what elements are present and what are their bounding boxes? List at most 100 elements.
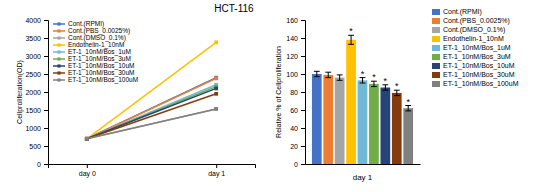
legend: Cont.(RPMI)Cont.(PBS_0.0025%)Cont.(DMSO_…	[53, 20, 138, 84]
y-tick-mark	[44, 38, 48, 39]
y-tick: 0	[294, 161, 305, 168]
legend-label: Cont.(DMSO_0.1%)	[443, 26, 505, 34]
line-marker	[85, 137, 89, 141]
legend-label: ET-1_10nM/Bos_10uM	[443, 62, 515, 70]
line-marker	[214, 40, 218, 44]
legend-marker	[57, 71, 60, 74]
bar	[335, 78, 345, 164]
line-marker	[214, 92, 218, 96]
y-tick: 4000	[25, 17, 48, 24]
y-tick: 0	[37, 161, 48, 168]
y-axis-line	[301, 21, 306, 165]
legend-line	[53, 79, 65, 81]
x-tick-label: day 0	[79, 170, 96, 178]
y-axis: 05001000150020002500300035004000	[25, 17, 48, 168]
bar	[323, 75, 333, 164]
y-tick: 120	[286, 53, 305, 60]
legend-line	[53, 58, 65, 60]
y-tick-label: 0	[37, 161, 41, 168]
y-tick: 2500	[25, 71, 48, 78]
legend-item: ET-1_10nM/Bos_1uM	[432, 44, 511, 52]
y-tick-mark	[301, 20, 305, 21]
legend-marker	[57, 78, 60, 81]
line	[87, 78, 216, 139]
y-axis-line	[44, 21, 49, 165]
line-series	[85, 107, 218, 141]
line-series	[85, 92, 218, 141]
bar	[380, 88, 390, 165]
y-tick: 60	[290, 107, 305, 114]
y-tick-mark	[44, 20, 48, 21]
y-tick-label: 60	[290, 107, 298, 114]
y-tick-label: 1500	[25, 107, 41, 114]
line-series	[85, 76, 218, 141]
legend-item: Cont.(RPMI)	[432, 8, 482, 16]
line-marker	[214, 107, 218, 111]
legend-line	[53, 51, 65, 53]
line-marker	[214, 76, 218, 80]
y-tick-mark	[44, 146, 48, 147]
y-tick: 500	[29, 143, 48, 150]
line	[87, 109, 216, 139]
y-tick-label: 40	[290, 125, 298, 132]
error-bar	[314, 71, 320, 76]
y-tick-label: 160	[286, 17, 298, 24]
legend-swatch	[432, 27, 440, 33]
chart-svg: HCT-11605001000150020002500300035004000d…	[0, 0, 559, 192]
line-series	[85, 87, 218, 141]
bar	[369, 84, 379, 164]
y-tick-label: 0	[294, 161, 298, 168]
y-tick-label: 120	[286, 53, 298, 60]
legend-line	[53, 23, 65, 25]
y-axis-title: Cellproliferation(OD)	[16, 60, 24, 124]
legend-marker	[57, 50, 60, 53]
line-marker	[85, 137, 89, 141]
y-axis-title: Relative % of Cellproliferation	[275, 46, 283, 138]
y-tick-mark	[44, 164, 48, 165]
y-tick-label: 2000	[25, 89, 41, 96]
legend-line	[53, 72, 65, 74]
legend-swatch	[432, 72, 440, 78]
x-tick: day 1	[208, 164, 225, 178]
bar	[346, 40, 356, 164]
bar-plot-area	[312, 35, 413, 164]
y-tick-label: 3000	[25, 53, 41, 60]
x-tick-mark	[87, 164, 88, 168]
legend-label: Cont.(RPMI)	[443, 8, 482, 16]
line-marker	[214, 76, 218, 80]
annotation: *	[406, 97, 410, 107]
line-marker	[85, 137, 89, 141]
legend-label: ET-1_10nM/Bos_1uM	[443, 44, 511, 52]
legend-marker	[57, 57, 60, 60]
y-tick-mark	[44, 92, 48, 93]
line-marker	[85, 137, 89, 141]
legend-label: Endothelin-1_10nM	[443, 35, 504, 43]
legend-item: ET-1_10nM/Bos_100uM	[432, 80, 519, 88]
legend-label: ET-1_10nM/Bos_100uM	[68, 76, 138, 84]
y-tick-label: 100	[286, 71, 298, 78]
error-bar	[337, 75, 343, 80]
y-tick-mark	[44, 56, 48, 57]
line	[87, 88, 216, 138]
line	[87, 78, 216, 138]
error-bar	[325, 72, 331, 77]
y-tick-mark	[301, 38, 305, 39]
y-tick-label: 1000	[25, 125, 41, 132]
legend-swatch	[432, 18, 440, 24]
annotation: *	[349, 26, 353, 36]
y-tick-mark	[301, 128, 305, 129]
y-tick-mark	[301, 110, 305, 111]
y-tick-mark	[44, 110, 48, 111]
legend-swatch	[432, 63, 440, 69]
legend-swatch	[432, 54, 440, 60]
y-tick-label: 500	[29, 143, 41, 150]
y-tick: 1000	[25, 125, 48, 132]
y-tick-label: 80	[290, 89, 298, 96]
legend-line	[53, 37, 65, 39]
legend-label: ET-1_10nM/Bos_3uM	[443, 53, 511, 61]
legend-label: Cont.(PBS_0.0025%)	[443, 17, 510, 25]
bar	[358, 80, 368, 164]
line-marker	[85, 137, 89, 141]
legend-swatch	[432, 45, 440, 51]
legend: Cont.(RPMI)Cont.(PBS_0.0025%)Cont.(DMSO_…	[432, 8, 519, 88]
